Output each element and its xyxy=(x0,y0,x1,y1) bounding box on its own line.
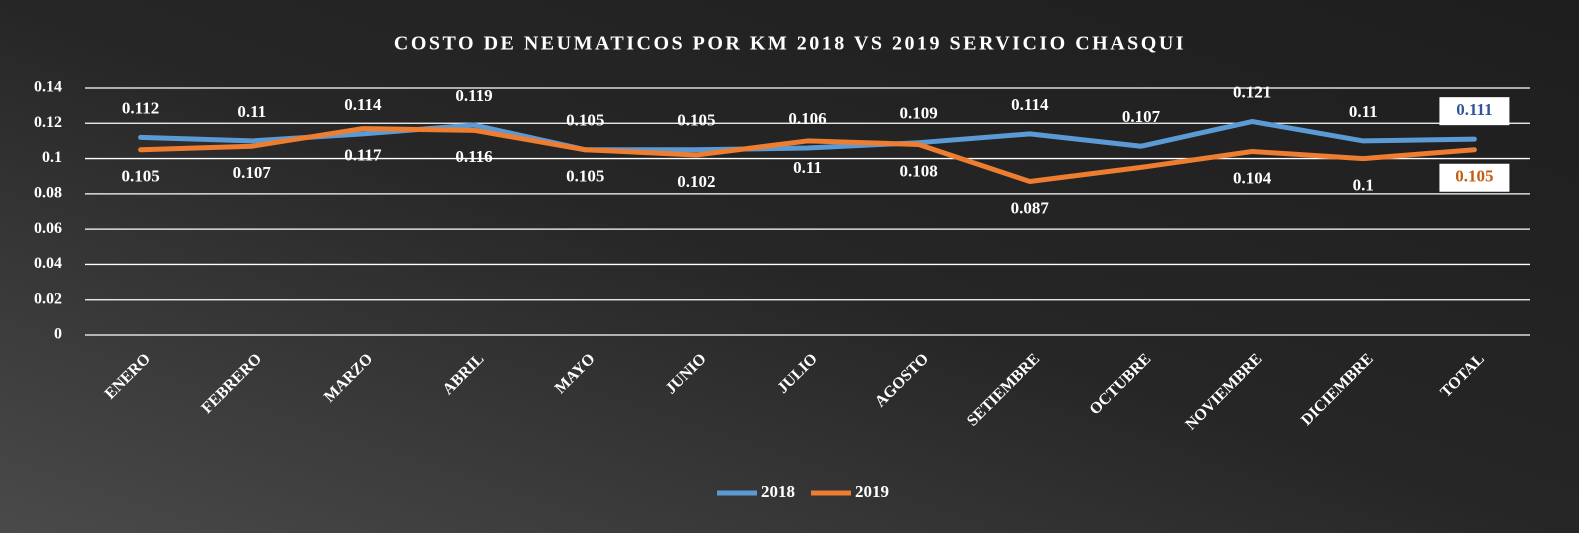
data-label-box xyxy=(1439,97,1510,126)
data-label: 0.102 xyxy=(677,172,715,191)
data-label-box xyxy=(1439,163,1510,192)
data-label: 0.11 xyxy=(237,102,266,121)
data-label: 0.11 xyxy=(793,158,822,177)
y-tick-label: 0.02 xyxy=(34,290,62,307)
data-label: 0.106 xyxy=(788,109,826,128)
data-label: 0.105 xyxy=(1455,167,1493,186)
data-label: 0.105 xyxy=(121,167,159,186)
data-label: 0.111 xyxy=(1456,100,1492,119)
y-tick-label: 0.12 xyxy=(34,114,62,131)
y-tick-label: 0.08 xyxy=(34,185,62,202)
data-label: 0.119 xyxy=(455,86,492,105)
data-label: 0.105 xyxy=(566,111,604,130)
data-label: 0.108 xyxy=(900,161,938,180)
data-label: 0.107 xyxy=(233,163,272,182)
data-label: 0.107 xyxy=(1122,107,1161,126)
data-label: 0.1 xyxy=(1353,175,1374,194)
data-label: 0.109 xyxy=(900,104,938,123)
data-label: 0.117 xyxy=(344,145,382,164)
data-label: 0.114 xyxy=(1011,95,1049,114)
data-label: 0.121 xyxy=(1233,82,1271,101)
data-label: 0.116 xyxy=(455,147,492,166)
series-line xyxy=(138,119,1477,153)
data-label: 0.104 xyxy=(1233,168,1272,187)
data-label: 0.112 xyxy=(122,98,159,117)
y-tick-label: 0.14 xyxy=(34,79,62,96)
y-tick-label: 0 xyxy=(54,326,62,343)
data-label: 0.087 xyxy=(1011,198,1050,217)
y-tick-label: 0.04 xyxy=(34,255,62,272)
legend-label: 2018 xyxy=(761,482,795,501)
data-label: 0.11 xyxy=(1349,102,1378,121)
data-label: 0.105 xyxy=(566,167,604,186)
y-tick-label: 0.1 xyxy=(42,149,62,166)
data-label: 0.105 xyxy=(677,111,715,130)
data-label: 0.114 xyxy=(344,95,382,114)
legend-label: 2019 xyxy=(855,482,889,501)
y-tick-label: 0.06 xyxy=(34,220,62,237)
chart-title: COSTO DE NEUMATICOS POR KM 2018 VS 2019 … xyxy=(394,33,1186,55)
series-line xyxy=(138,126,1477,185)
